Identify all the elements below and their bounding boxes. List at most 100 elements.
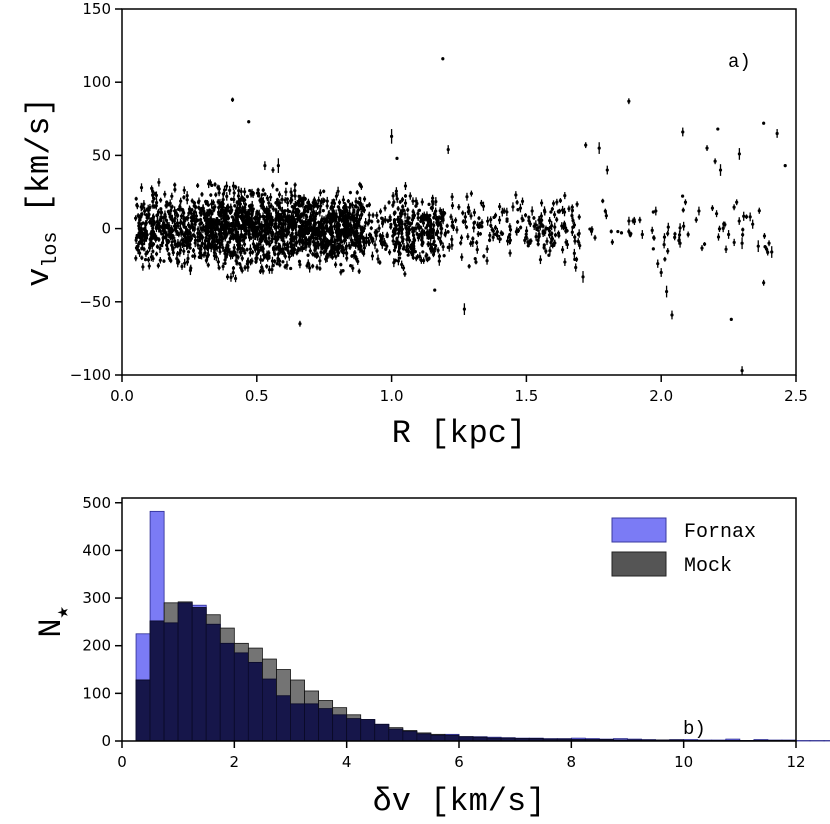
scatter-point xyxy=(395,156,399,160)
scatter-point xyxy=(518,203,523,213)
scatter-point xyxy=(762,279,766,286)
scatter-point xyxy=(610,239,614,245)
scatter-point xyxy=(450,202,455,210)
scatter-point xyxy=(421,250,425,254)
scatter-point xyxy=(488,238,492,243)
x-tick-label: 6 xyxy=(454,753,464,771)
scatter-point xyxy=(387,249,392,256)
scatter-point xyxy=(188,265,193,276)
scatter-point xyxy=(572,248,576,258)
overlap-bar xyxy=(332,714,348,742)
scatter-point xyxy=(480,219,484,226)
scatter-point xyxy=(245,247,249,252)
scatter-point xyxy=(454,217,458,224)
scatter-point xyxy=(477,216,481,221)
scatter-point xyxy=(210,183,214,187)
scatter-point xyxy=(294,221,298,229)
scatter-point xyxy=(481,201,486,211)
scatter-point xyxy=(550,221,554,231)
scatter-point xyxy=(333,261,338,268)
scatter-point xyxy=(331,205,335,209)
scatter-point xyxy=(317,196,321,205)
scatter-point xyxy=(139,183,144,192)
scatter-point xyxy=(627,216,631,226)
scatter-point xyxy=(486,216,490,226)
scatter-point xyxy=(170,240,174,244)
scatter-point xyxy=(434,197,438,207)
scatter-point xyxy=(261,187,265,193)
scatter-point xyxy=(393,258,398,263)
scatter-point xyxy=(737,217,741,225)
scatter-point xyxy=(349,264,353,268)
scatter-point xyxy=(156,262,160,269)
panel-a-xlabel: R [kpc] xyxy=(392,415,526,452)
scatter-point xyxy=(666,222,670,232)
scatter-point xyxy=(549,210,553,214)
scatter-point xyxy=(541,229,545,234)
scatter-point xyxy=(134,196,138,201)
scatter-point xyxy=(373,240,377,250)
y-tick-label: 500 xyxy=(82,494,111,512)
scatter-point xyxy=(187,244,191,248)
scatter-point xyxy=(447,243,451,252)
panel-a-ylabel-units: [km/s] xyxy=(21,97,58,231)
scatter-point xyxy=(273,232,277,241)
scatter-point xyxy=(650,226,654,234)
scatter-point xyxy=(742,211,746,221)
scatter-point xyxy=(601,198,605,204)
scatter-point xyxy=(419,257,423,264)
scatter-point xyxy=(378,208,383,215)
scatter-point xyxy=(230,97,235,102)
scatter-point xyxy=(652,235,656,241)
y-tick-label: 100 xyxy=(82,73,111,91)
scatter-point xyxy=(662,240,666,249)
scatter-point xyxy=(390,129,394,144)
scatter-point xyxy=(408,192,412,200)
scatter-point xyxy=(232,195,236,204)
scatter-point xyxy=(387,200,391,205)
scatter-point xyxy=(229,273,233,282)
scatter-point xyxy=(398,256,402,260)
scatter-point xyxy=(664,285,669,298)
scatter-point xyxy=(325,196,329,206)
scatter-point xyxy=(662,233,667,242)
scatter-point xyxy=(206,262,210,268)
scatter-point xyxy=(563,192,567,200)
y-tick-label: 0 xyxy=(101,220,111,238)
scatter-point xyxy=(297,194,301,198)
x-tick-label: 0 xyxy=(117,753,127,771)
panel-a-ylabel-sub: los xyxy=(40,232,63,268)
scatter-point xyxy=(135,234,139,238)
scatter-point xyxy=(276,158,280,173)
scatter-point xyxy=(530,206,534,216)
scatter-point xyxy=(298,320,302,327)
scatter-point xyxy=(467,264,471,269)
scatter-point xyxy=(265,263,269,269)
scatter-point xyxy=(231,181,236,191)
scatter-point xyxy=(536,241,540,247)
scatter-point xyxy=(560,246,565,254)
scatter-point xyxy=(271,167,275,173)
scatter-point xyxy=(567,205,571,212)
scatter-point xyxy=(485,245,489,253)
panel-b: 0 2 4 6 8 10 12 0 100 200 300 400 500 b) δv [km/s] N… xyxy=(33,494,830,820)
scatter-point xyxy=(430,197,435,206)
scatter-point xyxy=(732,238,736,247)
scatter-point xyxy=(163,190,167,198)
scatter-point xyxy=(574,256,579,262)
scatter-point xyxy=(186,250,191,254)
panel-a-ylabel: vlos [km/s] xyxy=(21,97,63,287)
scatter-point xyxy=(170,192,174,200)
scatter-point xyxy=(666,230,670,237)
scatter-point xyxy=(555,198,559,206)
scatter-point xyxy=(705,145,709,152)
scatter-point xyxy=(285,197,289,201)
overlap-bar xyxy=(402,731,418,742)
scatter-point xyxy=(523,213,528,218)
panel-a-label: a) xyxy=(728,51,751,73)
y-tick-label: 200 xyxy=(82,637,111,655)
scatter-point xyxy=(348,190,352,195)
scatter-point xyxy=(547,253,551,257)
scatter-point xyxy=(575,201,579,208)
scatter-point xyxy=(523,236,527,245)
